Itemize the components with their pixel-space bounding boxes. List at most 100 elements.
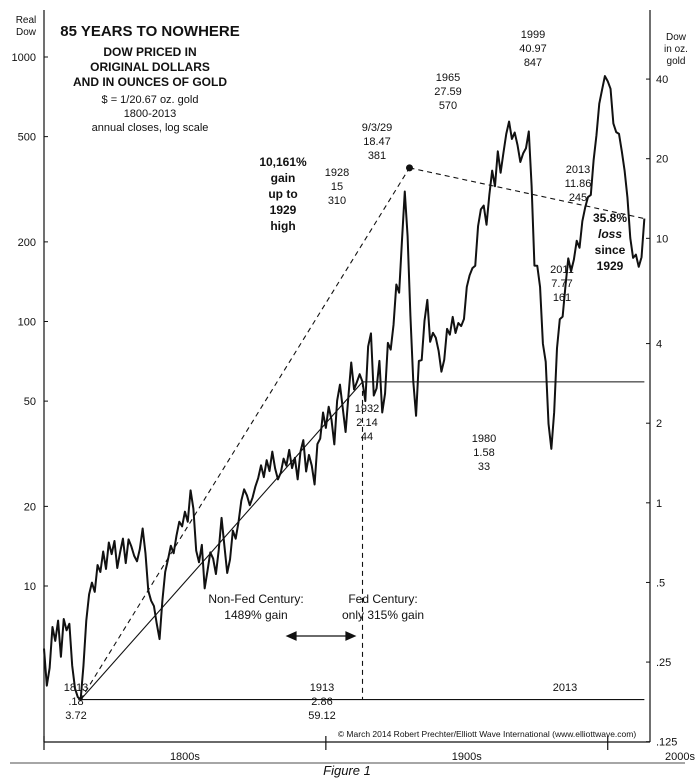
annotation-2011: 2011 7.77 161 xyxy=(550,264,574,304)
right-axis-label-line-1: Dow xyxy=(666,32,687,43)
annotation-1999-line-3: 847 xyxy=(524,57,542,69)
annotation-2011-line-3: 161 xyxy=(553,292,571,304)
gain-note-line-3: up to xyxy=(268,187,297,201)
gain-note: 10,161% gain up to 1929 high xyxy=(259,155,307,233)
reference-line xyxy=(409,167,645,220)
annotation-1813-line-3: 3.72 xyxy=(65,710,86,722)
annotation-1980-line-1: 1980 xyxy=(472,433,496,445)
right-tick-label: 4 xyxy=(656,339,662,351)
reference-lines xyxy=(80,167,645,701)
annotation-1913-line-3: 59.12 xyxy=(308,710,336,722)
right-tick-label: 1 xyxy=(656,498,662,510)
right-axis-label-line-3: gold xyxy=(667,56,686,67)
annotation-1980-line-3: 33 xyxy=(478,461,490,473)
right-tick-label: 2 xyxy=(656,418,662,430)
century-arrow xyxy=(285,631,357,641)
gain-note-line-2: gain xyxy=(271,171,296,185)
left-axis-label-line-2: Dow xyxy=(16,27,37,38)
annotation-1813-line-2: .18 xyxy=(68,696,83,708)
annotation-2013-baseline-line-1: 2013 xyxy=(553,682,577,694)
annotation-1965: 1965 27.59 570 xyxy=(434,72,462,112)
annotation-1932-line-3: 44 xyxy=(361,431,373,443)
left-axis-label-line-1: Real xyxy=(16,15,37,26)
right-tick-label: 10 xyxy=(656,233,668,245)
chart-note-2: 1800-2013 xyxy=(124,108,177,120)
right-tick-label: 40 xyxy=(656,74,668,86)
loss-note: 35.8% loss since 1929 xyxy=(593,211,627,273)
chart-note-1: $ = 1/20.67 oz. gold xyxy=(102,94,199,106)
annotation-1813-line-1: 1813 xyxy=(64,682,88,694)
frame-layer xyxy=(10,10,685,764)
left-tick-label: 50 xyxy=(24,396,36,408)
loss-note-line-3: since xyxy=(595,243,626,257)
loss-note-line-2: loss xyxy=(598,227,622,241)
chart-subtitle-line-1: DOW PRICED IN xyxy=(103,45,196,59)
figure-caption: Figure 1 xyxy=(323,763,371,778)
fed-note-line-2: only 315% gain xyxy=(342,608,424,622)
copyright-note: © March 2014 Robert Prechter/Elliott Wav… xyxy=(338,729,637,739)
series-line xyxy=(43,75,646,701)
annotation-1928-line-3: 310 xyxy=(328,195,346,207)
annotation-1932-line-1: 1932 xyxy=(355,403,379,415)
annotation-2013-top-line-1: 2013 xyxy=(566,164,590,176)
left-tick-label: 100 xyxy=(18,317,36,329)
annotation-2013-top: 2013 11.86 245 xyxy=(565,164,592,204)
fed-note-line-1: Fed Century: xyxy=(348,592,417,606)
annotation-1928-line-1: 1928 xyxy=(325,167,349,179)
annotation-2013-top-line-3: 245 xyxy=(569,192,587,204)
annotation-1913: 1913 2.86 59.12 xyxy=(308,682,336,722)
gain-note-line-5: high xyxy=(270,219,295,233)
annotation-2013-baseline: 2013 xyxy=(553,682,577,694)
annotation-1932: 1932 2.14 44 xyxy=(355,403,379,443)
chart-note-3: annual closes, log scale xyxy=(92,122,209,134)
annotation-1965-line-1: 1965 xyxy=(436,72,460,84)
left-tick-label: 500 xyxy=(18,132,36,144)
annotation-2011-line-2: 7.77 xyxy=(551,278,572,290)
loss-note-line-1: 35.8% xyxy=(593,211,627,225)
right-tick-label: 20 xyxy=(656,154,668,166)
x-tick-label: 1900s xyxy=(452,751,482,763)
annotation-1980-line-2: 1.58 xyxy=(473,447,494,459)
loss-note-line-4: 1929 xyxy=(597,259,624,273)
series-layer xyxy=(43,75,646,701)
annotation-1913-line-2: 2.86 xyxy=(311,696,332,708)
right-tick-label: .5 xyxy=(656,577,665,589)
annotation-1929-line-1: 9/3/29 xyxy=(362,122,393,134)
chart-subtitle-line-3: AND IN OUNCES OF GOLD xyxy=(73,75,227,89)
annotation-1913-line-1: 1913 xyxy=(310,682,334,694)
left-tick-label: 10 xyxy=(24,581,36,593)
right-tick-label: .25 xyxy=(656,657,671,669)
x-tick-label: 1800s xyxy=(170,751,200,763)
axis-layer: 1800s 1900s 2000s 10 20 50 100 200 500 1000 .125 .2… xyxy=(12,52,695,763)
annotation-1999-line-2: 40.97 xyxy=(519,43,547,55)
annotation-1929-line-2: 18.47 xyxy=(363,136,391,148)
title-block: 85 YEARS TO NOWHERE DOW PRICED IN ORIGIN… xyxy=(60,23,240,134)
left-tick-label: 1000 xyxy=(12,52,36,64)
right-tick-label: .125 xyxy=(656,737,677,749)
chart-title: 85 YEARS TO NOWHERE xyxy=(60,23,240,40)
reference-line xyxy=(80,381,363,700)
right-axis-label-line-2: in oz. xyxy=(664,44,688,55)
annotation-2013-top-line-2: 11.86 xyxy=(565,178,592,190)
annotation-1965-line-2: 27.59 xyxy=(434,86,462,98)
nonfed-note-line-2: 1489% gain xyxy=(224,608,287,622)
annotation-1929-line-3: 381 xyxy=(368,150,386,162)
annotation-2011-line-1: 2011 xyxy=(550,264,574,276)
annotation-1999: 1999 40.97 847 xyxy=(519,29,547,69)
gain-note-line-1: 10,161% xyxy=(259,155,307,169)
annotation-1929: 9/3/29 18.47 381 xyxy=(362,122,393,162)
annotation-1813: 1813 .18 3.72 xyxy=(64,682,88,722)
annotation-1999-line-1: 1999 xyxy=(521,29,545,41)
peak-1929-marker xyxy=(405,164,413,172)
chart-subtitle-line-2: ORIGINAL DOLLARS xyxy=(90,60,210,74)
annotation-1928-line-2: 15 xyxy=(331,181,343,193)
annotation-1928: 1928 15 310 xyxy=(325,167,349,207)
annotation-1980: 1980 1.58 33 xyxy=(472,433,496,473)
left-tick-label: 200 xyxy=(18,237,36,249)
annotation-1965-line-3: 570 xyxy=(439,100,457,112)
x-tick-label: 2000s xyxy=(665,751,695,763)
annotation-1932-line-2: 2.14 xyxy=(356,417,377,429)
left-tick-label: 20 xyxy=(24,501,36,513)
nonfed-note-line-1: Non-Fed Century: xyxy=(208,592,303,606)
